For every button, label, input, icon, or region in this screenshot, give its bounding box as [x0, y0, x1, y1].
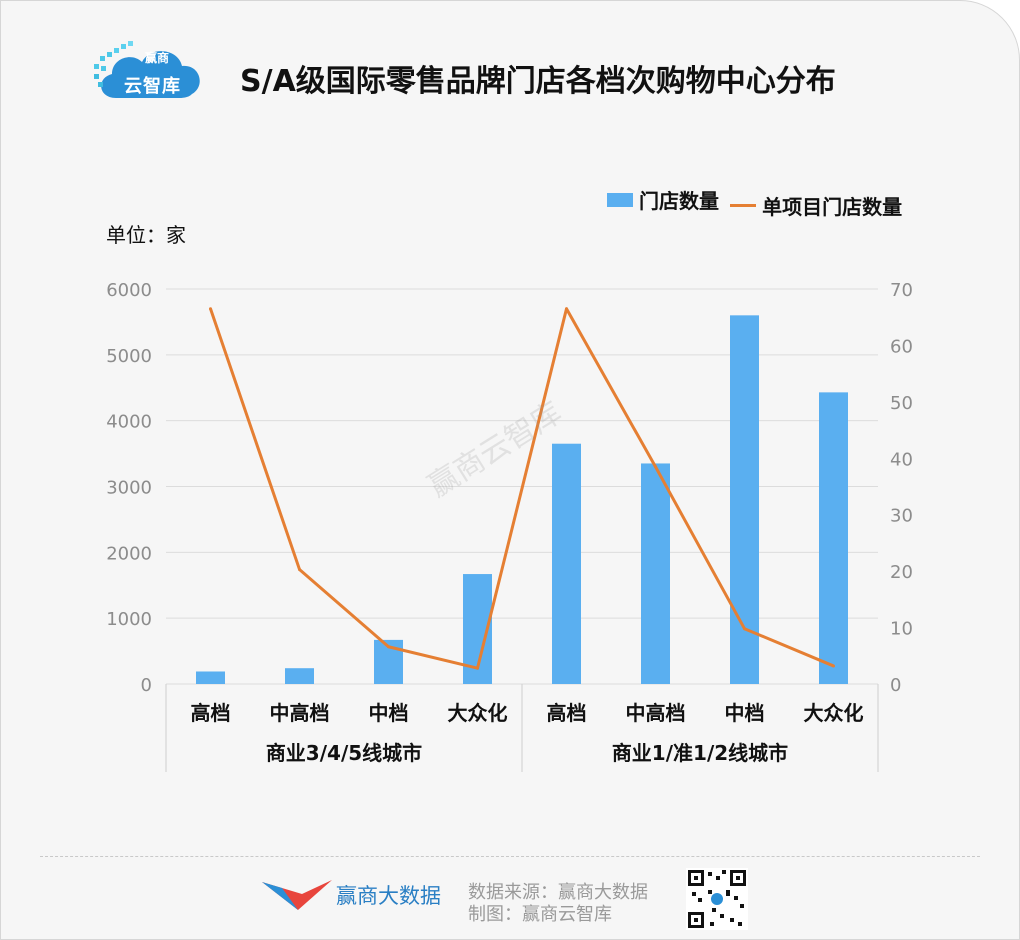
y-left-tick-label: 0: [141, 675, 152, 696]
y-left-tick-label: 1000: [106, 609, 152, 630]
footer-brand: 赢商大数据: [336, 884, 441, 908]
line-point: [832, 664, 835, 668]
legend-bar-swatch: [607, 192, 633, 207]
bar: [730, 315, 759, 684]
y-right-tick-label: 0: [890, 675, 901, 696]
legend-label-line: 单项目门店数量: [762, 194, 903, 219]
brand-logo-icon: [262, 880, 332, 910]
y-left-tick-label: 3000: [106, 478, 152, 499]
line-point: [565, 307, 568, 311]
combo-chart: 0 1000 2000 3000 4000 5000 6000 0 10 20 30 40 50 60 70…: [106, 280, 913, 772]
line-point: [743, 627, 746, 631]
y-left-tick-label: 4000: [106, 412, 152, 433]
x-tick-label: 中高档: [270, 701, 330, 725]
line-point: [387, 645, 390, 649]
y-right-tick-label: 60: [890, 336, 913, 357]
y-right-tick-label: 30: [890, 506, 913, 527]
footer-source: 数据来源：赢商大数据: [468, 882, 648, 903]
x-tick-label: 中档: [725, 701, 765, 725]
line-point: [209, 307, 212, 311]
bar: [819, 392, 848, 684]
x-tick-label: 中档: [369, 701, 409, 725]
y-right-tick-label: 40: [890, 449, 913, 470]
line-series: [209, 307, 835, 670]
x-tick-label: 高档: [191, 701, 231, 725]
unit-label: 单位：家: [106, 223, 186, 247]
x-tick-label: 大众化: [448, 701, 508, 725]
y-right-tick-label: 10: [890, 619, 913, 640]
cloud-logo-icon: [94, 41, 200, 98]
bar: [641, 463, 670, 684]
x-group-label: 商业3/4/5线城市: [266, 741, 422, 765]
y-right-tick-label: 70: [890, 280, 913, 301]
bar: [552, 443, 581, 684]
bar: [196, 671, 225, 684]
legend-label-bar: 门店数量: [639, 189, 719, 213]
y-right-tick-label: 50: [890, 393, 913, 414]
line-point: [298, 567, 301, 571]
bar: [285, 668, 314, 684]
chart-legend: 门店数量 单项目门店数量: [607, 185, 908, 219]
y-left-tick-label: 5000: [106, 346, 152, 367]
legend-item-bar[interactable]: 门店数量: [607, 185, 719, 214]
y-left-tick-label: 2000: [106, 543, 152, 564]
x-tick-label: 高档: [547, 701, 587, 725]
qr-code-icon: [686, 868, 748, 930]
x-tick-label: 中高档: [626, 701, 686, 725]
footer-divider: [40, 856, 980, 857]
x-group-label: 商业1/准1/2线城市: [612, 741, 788, 765]
line-point: [476, 666, 479, 670]
footer-credit: 制图：赢商云智库: [468, 904, 612, 925]
page-title: S/A级国际零售品牌门店各档次购物中心分布: [240, 64, 836, 99]
y-right-tick-label: 20: [890, 562, 913, 583]
line-point: [654, 465, 657, 469]
logo-text-top: 赢商: [145, 51, 170, 65]
logo-text-bottom: 云智库: [124, 76, 181, 97]
x-tick-label: 大众化: [804, 701, 864, 725]
legend-line-swatch: [730, 203, 757, 207]
y-left-tick-label: 6000: [106, 280, 152, 301]
legend-item-line[interactable]: 单项目门店数量: [730, 191, 902, 220]
